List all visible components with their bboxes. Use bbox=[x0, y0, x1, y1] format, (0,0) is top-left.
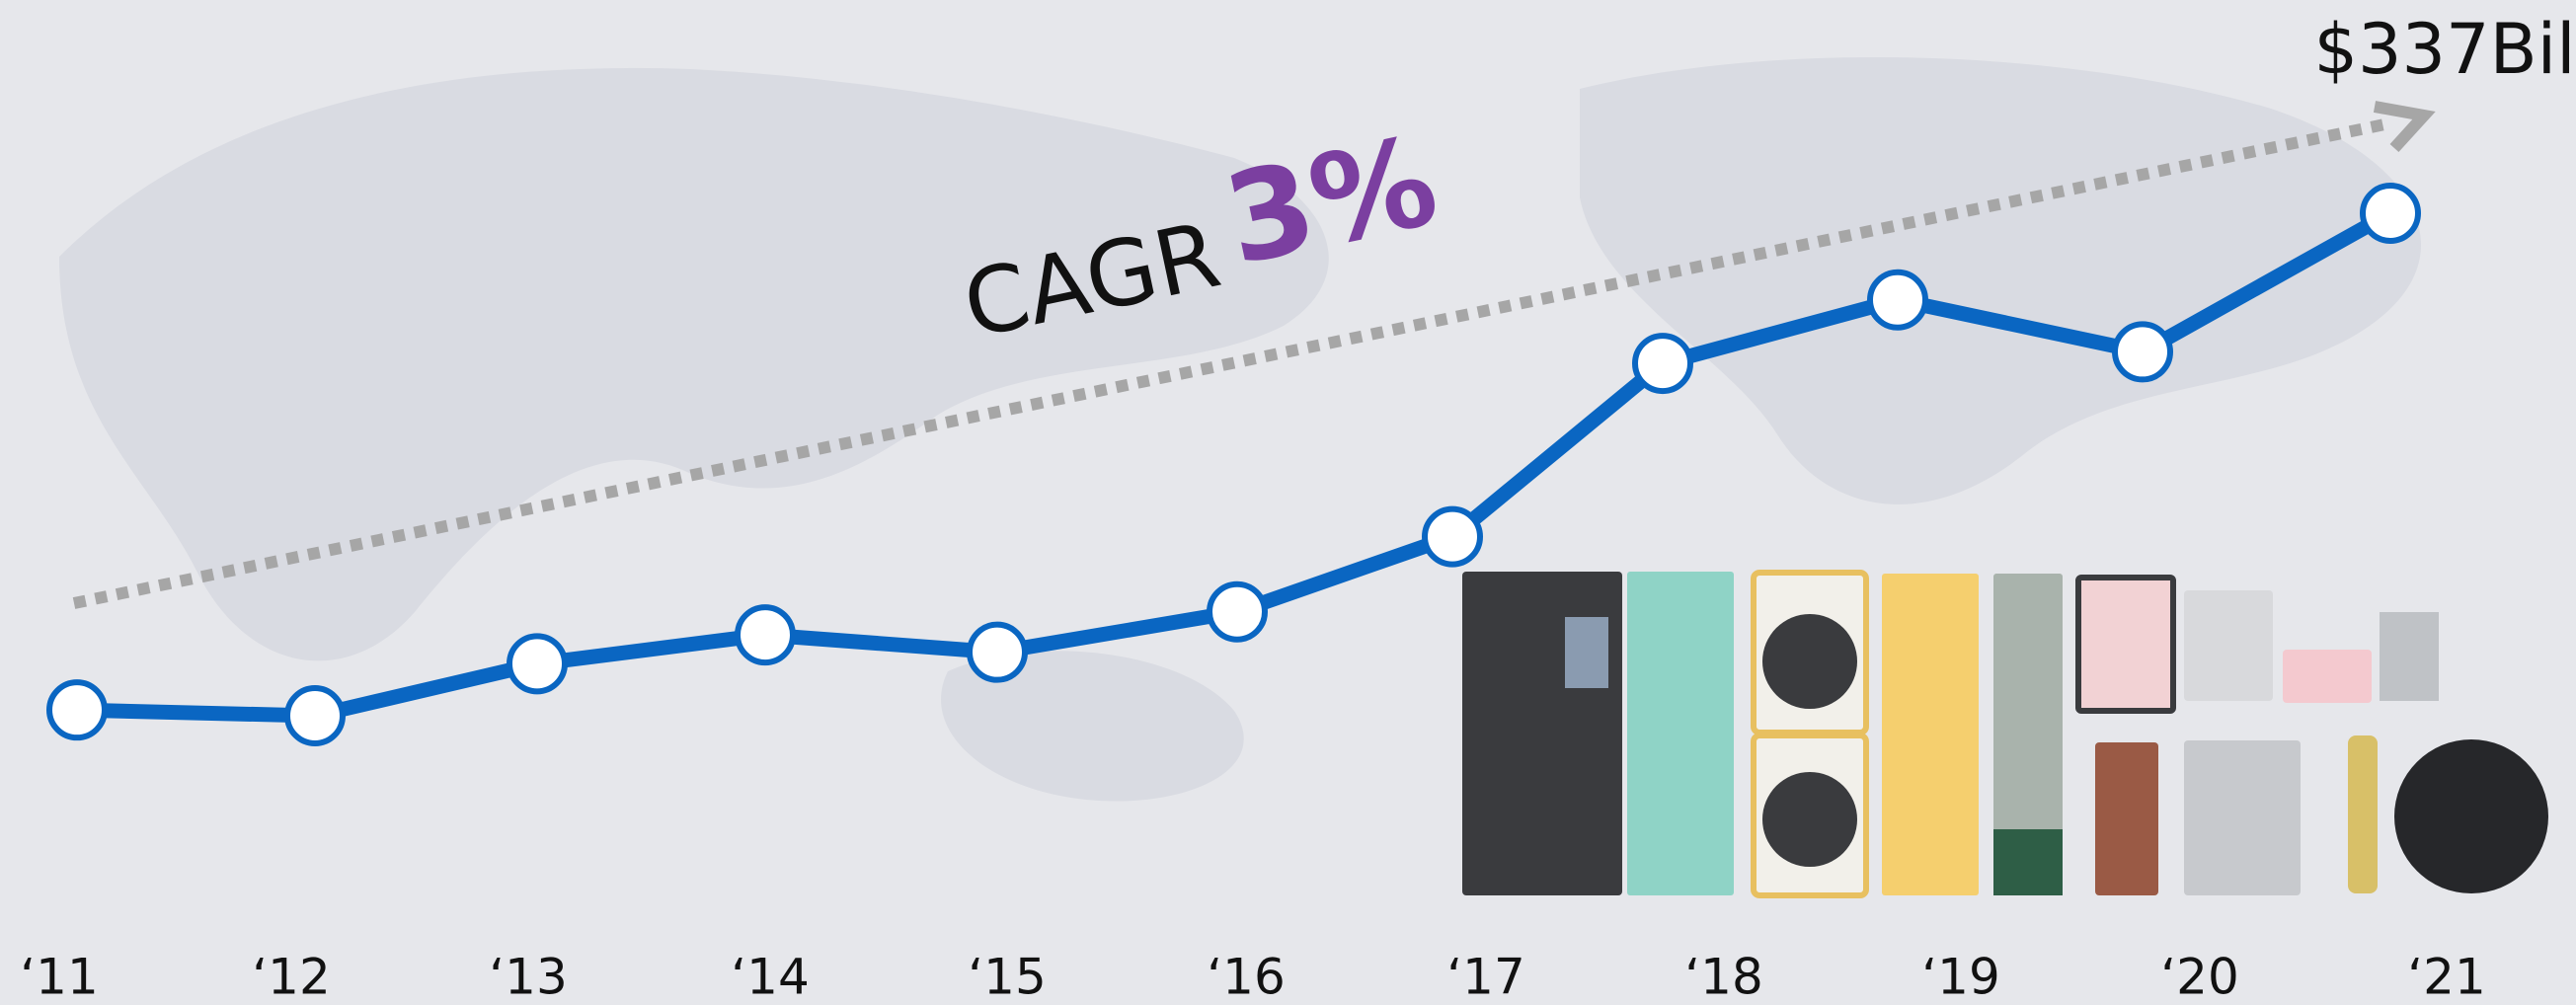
x-tick-label: ‘21 bbox=[2407, 949, 2486, 1005]
range bbox=[2184, 740, 2301, 895]
data-point bbox=[1425, 509, 1480, 565]
data-point bbox=[49, 682, 105, 737]
microwave bbox=[2283, 650, 2372, 703]
data-point bbox=[287, 688, 343, 743]
chart: CAGR3%‘11‘12‘13‘14‘15‘16‘17‘18‘19‘20‘21$… bbox=[0, 0, 2576, 1005]
x-tick-label: ‘12 bbox=[252, 949, 331, 1005]
x-tick-label: ‘19 bbox=[1921, 949, 2000, 1005]
x-tick-label: ‘11 bbox=[20, 949, 99, 1005]
dishwasher bbox=[2078, 578, 2173, 711]
data-point bbox=[1210, 584, 1265, 640]
data-point bbox=[738, 607, 793, 662]
data-point bbox=[2363, 186, 2418, 241]
water-purifier bbox=[2380, 612, 2439, 701]
data-point bbox=[1870, 272, 1925, 328]
x-tick-label: ‘15 bbox=[968, 949, 1047, 1005]
data-point bbox=[2115, 324, 2170, 379]
value-label: $337Bil bbox=[2313, 9, 2575, 90]
x-tick-label: ‘20 bbox=[2160, 949, 2239, 1005]
data-point bbox=[1635, 336, 1690, 391]
data-point bbox=[970, 625, 1025, 680]
air-purifier bbox=[2095, 742, 2158, 895]
refrigerator bbox=[1882, 574, 1979, 895]
refrigerator bbox=[1627, 572, 1734, 895]
robot-vacuum bbox=[2394, 739, 2548, 893]
dryer-door bbox=[1762, 614, 1857, 709]
vacuum bbox=[2348, 735, 2378, 893]
x-tick-label: ‘17 bbox=[1446, 949, 1525, 1005]
data-point bbox=[509, 636, 565, 691]
x-tick-label: ‘18 bbox=[1684, 949, 1763, 1005]
x-tick-label: ‘14 bbox=[731, 949, 810, 1005]
x-tick-label: ‘16 bbox=[1207, 949, 1286, 1005]
styler-base bbox=[1993, 829, 2063, 895]
washer-door bbox=[1762, 772, 1857, 867]
x-tick-label: ‘13 bbox=[489, 949, 568, 1005]
refrigerator-screen bbox=[1565, 617, 1608, 688]
oven bbox=[2184, 590, 2273, 701]
